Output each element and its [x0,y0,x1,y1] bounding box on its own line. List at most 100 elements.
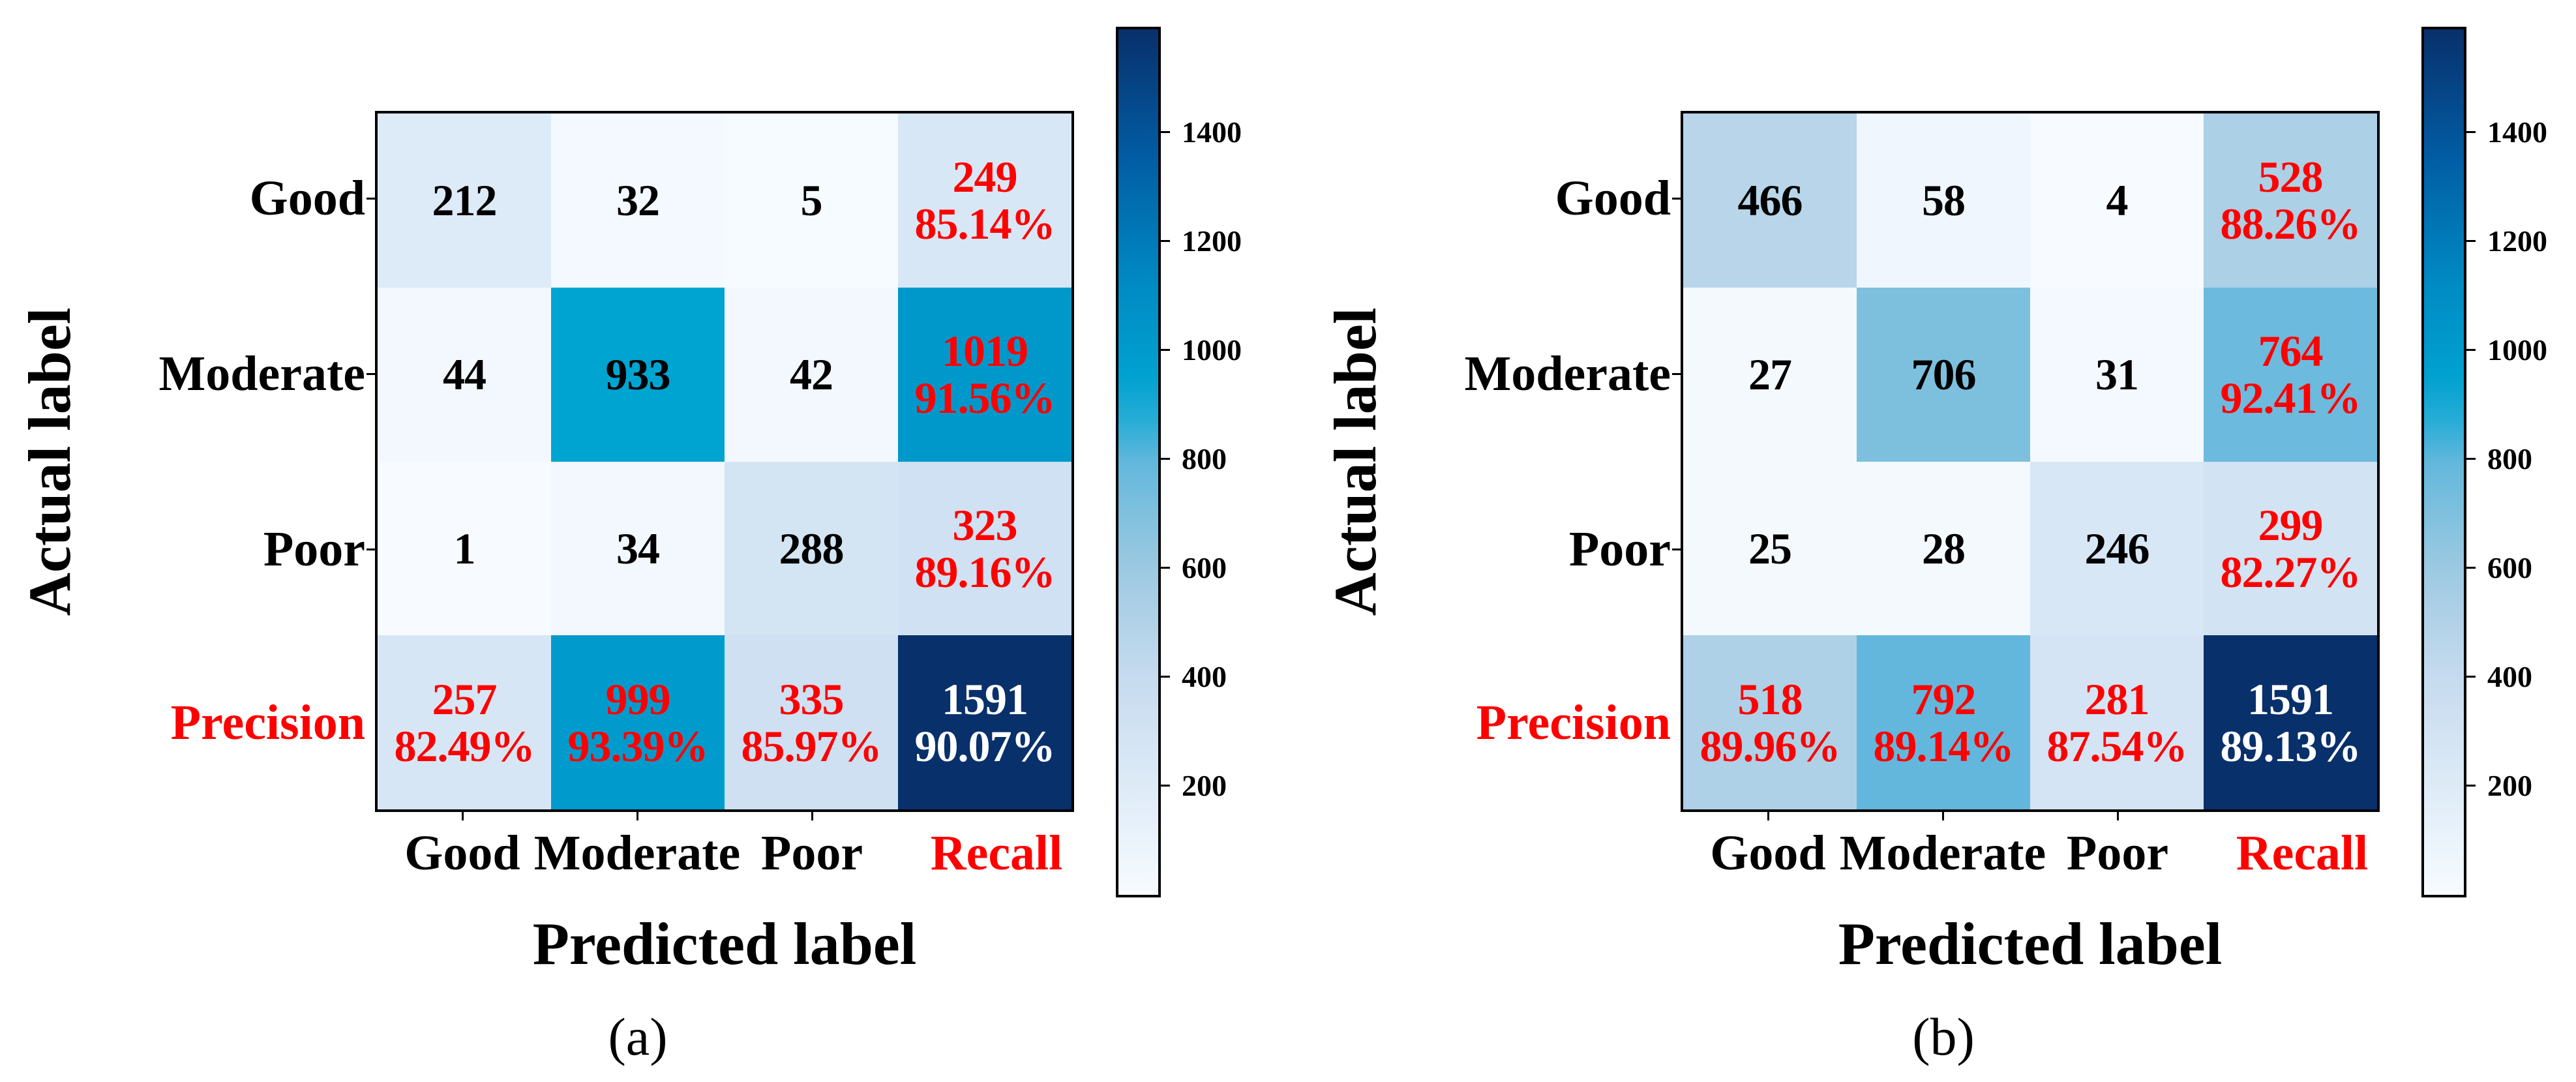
y-tick-moderate: Moderate [158,346,365,401]
precision-cell: 518 89.96% [1683,635,1857,809]
cell-percent: 89.14% [1873,721,2014,771]
recall-cell: 1019 91.56% [898,287,1071,462]
cell-value: 1591 [2247,674,2334,724]
precision-cell: 335 85.97% [725,635,898,809]
recall-cell: 299 82.27% [2204,461,2377,636]
panel-a: Actual label Good Moderate Poor Precisio… [16,27,1242,1066]
cell-value: 32 [616,175,660,226]
y-tick-precision: Precision [1476,695,1671,750]
cell-value: 1 [453,523,476,573]
panel-b: Actual label Good Moderate Poor Precisio… [1306,0,2576,1082]
y-tick-mark [367,198,375,200]
cell-value: 34 [616,523,660,573]
recall-cell: 764 92.41% [2204,287,2377,462]
y-tick-mark [1672,373,1681,375]
precision-cell: 281 87.54% [2030,635,2204,809]
cell-value: 1591 [942,674,1028,724]
accuracy-cell: 1591 89.13% [2204,635,2377,809]
colorbar-label: 1200 [2487,224,2547,258]
colorbar-tick [2466,349,2476,351]
cell-percent: 82.27% [2220,547,2361,597]
matrix-cell: 466 [1683,113,1857,288]
colorbar-label: 400 [2487,660,2532,693]
colorbar-label: 600 [1182,551,1227,584]
x-tick-recall: Recall [930,826,1063,880]
x-tick-mark [811,812,813,820]
recall-cell: 528 88.26% [2204,113,2377,288]
cell-value: 1019 [942,326,1028,376]
colorbar-label: 600 [2487,551,2532,584]
cell-value: 212 [432,175,498,226]
x-tick-good: Good [404,826,520,880]
y-axis-label: Actual label [1322,307,1388,616]
confusion-matrix: 466 58 4 528 88.26% 27 706 31 764 92.41% 2… [1681,111,2380,812]
cell-percent: 82.49% [394,721,535,771]
colorbar-tick [2466,458,2476,460]
colorbar-tick [1161,567,1170,569]
matrix-cell: 32 [551,113,725,288]
x-tick-poor: Poor [760,826,863,880]
cell-value: 58 [1922,175,1966,226]
panel-caption: (a) [608,1007,668,1066]
cell-value: 335 [779,674,845,724]
cell-value: 792 [1911,674,1977,724]
cell-percent: 91.56% [914,373,1056,423]
x-tick-mark [1942,812,1944,820]
matrix-cell: 28 [1857,461,2030,636]
x-axis-label: Predicted label [1838,910,2223,977]
y-tick-mark [1672,549,1681,550]
matrix-cell: 27 [1683,287,1857,462]
x-tick-recall: Recall [2236,826,2369,880]
matrix-cell: 58 [1857,113,2030,288]
panel-caption: (b) [1912,1007,1975,1066]
y-tick-moderate: Moderate [1464,346,1671,401]
cell-percent: 90.07% [914,721,1056,771]
recall-cell: 323 89.16% [898,461,1071,636]
cell-percent: 85.14% [914,199,1056,249]
cell-percent: 92.41% [2220,373,2361,423]
x-tick-mark [462,812,464,820]
cell-percent: 89.96% [1700,721,1841,771]
x-tick-mark [637,812,638,820]
x-tick-mark [1767,812,1769,820]
cell-value: 246 [2084,523,2150,573]
colorbar-tick [2466,785,2476,787]
matrix-cell: 288 [725,461,898,636]
accuracy-cell: 1591 90.07% [898,635,1071,809]
colorbar-tick [2466,676,2476,678]
cell-value: 27 [1748,350,1792,400]
confusion-matrix: 212 32 5 249 85.14% 44 933 42 1019 91.56% … [375,111,1074,812]
cell-value: 764 [2258,326,2324,376]
y-tick-mark [367,373,375,375]
colorbar-label: 400 [1182,660,1227,693]
cell-value: 31 [2095,350,2139,400]
cell-value: 44 [443,350,487,400]
matrix-cell: 44 [378,287,551,462]
cell-value: 5 [800,175,823,226]
matrix-cell: 31 [2030,287,2204,462]
cell-value: 466 [1737,175,1803,226]
colorbar [2421,27,2466,897]
matrix-cell: 246 [2030,461,2204,636]
cell-value: 323 [952,500,1018,550]
matrix-cell: 5 [725,113,898,288]
colorbar-label: 1400 [1182,115,1242,149]
matrix-cell: 933 [551,287,725,462]
cell-percent: 89.13% [2220,721,2361,771]
y-tick-poor: Poor [263,522,365,577]
colorbar-tick [2466,240,2476,242]
y-axis-label: Actual label [16,307,83,616]
matrix-cell: 706 [1857,287,2030,462]
y-tick-mark [1672,198,1681,200]
x-tick-poor: Poor [2066,826,2169,880]
cell-value: 257 [432,674,498,724]
colorbar-label: 800 [1182,442,1227,475]
colorbar-tick [2466,131,2476,133]
colorbar-tick [1161,458,1170,460]
colorbar-tick [2466,567,2476,569]
colorbar-tick [1161,349,1170,351]
colorbar [1116,27,1161,897]
colorbar-tick [1161,131,1170,133]
cell-value: 281 [2084,674,2150,724]
x-tick-moderate: Moderate [533,826,741,880]
